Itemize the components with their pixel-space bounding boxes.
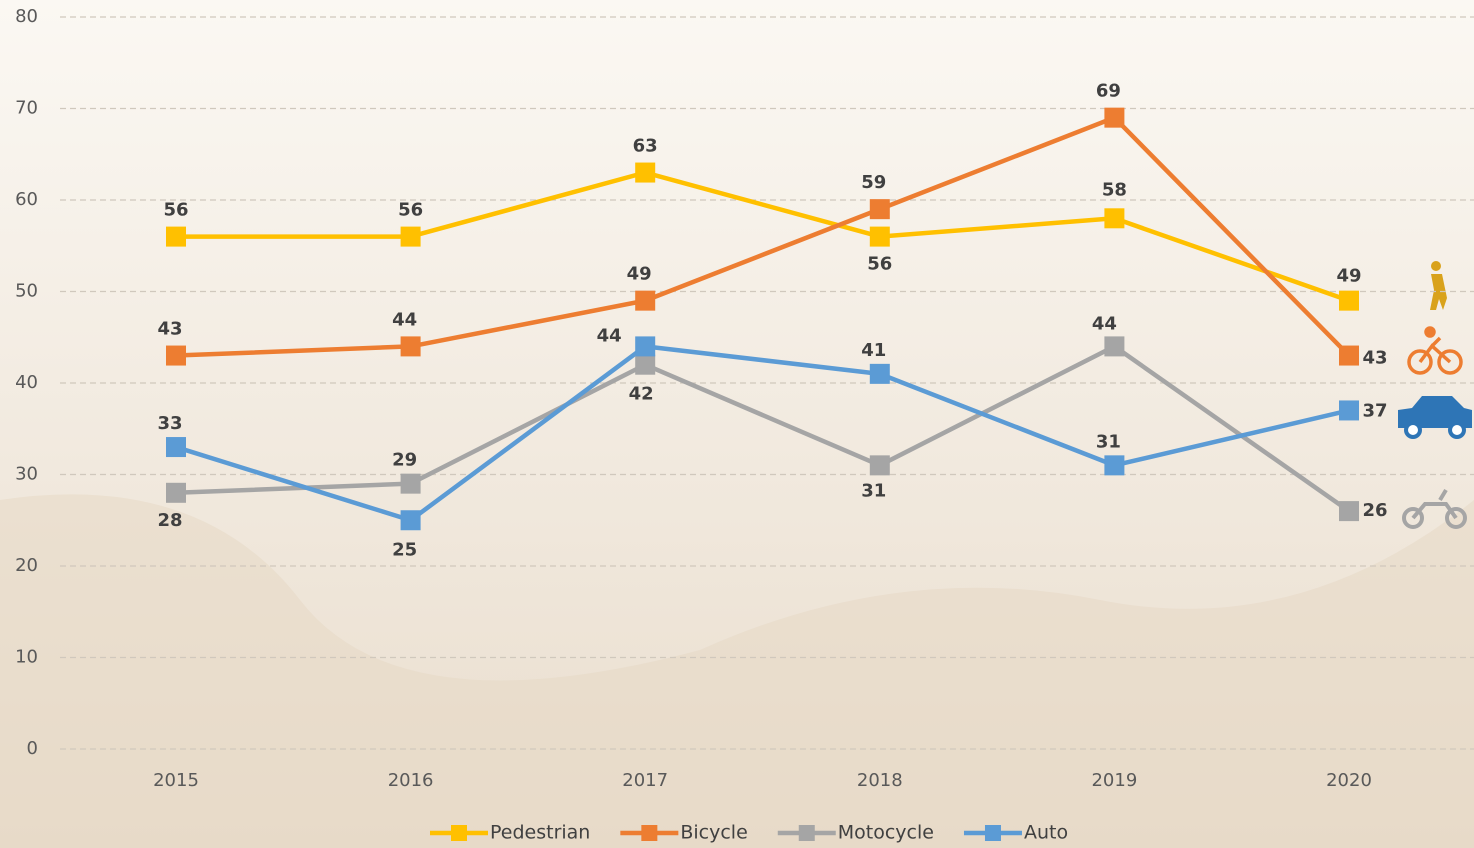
marker	[1104, 336, 1124, 356]
data-label: 44	[597, 325, 622, 346]
data-label: 56	[867, 254, 892, 275]
marker	[870, 364, 890, 384]
marker	[635, 355, 655, 375]
marker	[166, 483, 186, 503]
marker	[401, 474, 421, 494]
legend-marker	[451, 825, 467, 841]
y-tick-label: 10	[15, 647, 38, 668]
data-label: 25	[392, 539, 417, 560]
data-label: 37	[1362, 400, 1387, 421]
data-label: 29	[392, 450, 417, 471]
x-tick-label: 2020	[1326, 770, 1372, 791]
data-label: 49	[1336, 266, 1361, 287]
x-tick-label: 2015	[153, 770, 199, 791]
data-label: 31	[861, 480, 886, 501]
marker	[870, 455, 890, 475]
data-label: 58	[1102, 179, 1127, 200]
data-label: 59	[861, 172, 886, 193]
data-label: 63	[633, 136, 658, 157]
marker	[1104, 455, 1124, 475]
x-tick-label: 2016	[388, 770, 434, 791]
data-label: 43	[1362, 348, 1387, 369]
page: 0 10 20 30 40 50 60 70 80 2015 2016 2017 2018 2019 202…	[0, 0, 1474, 848]
data-label: 44	[1092, 313, 1117, 334]
marker	[870, 227, 890, 247]
marker	[401, 336, 421, 356]
y-tick-label: 50	[15, 281, 38, 302]
y-tick-label: 0	[27, 738, 38, 759]
data-label: 43	[157, 319, 182, 340]
x-tick-label: 2019	[1091, 770, 1137, 791]
marker	[635, 163, 655, 183]
y-tick-label: 60	[15, 189, 38, 210]
marker	[166, 346, 186, 366]
chart: 0 10 20 30 40 50 60 70 80 2015 2016 2017 2018 2019 202…	[0, 0, 1474, 848]
marker	[635, 291, 655, 311]
legend-label: Auto	[1024, 822, 1068, 844]
data-label: 56	[163, 200, 188, 221]
y-tick-label: 20	[15, 555, 38, 576]
marker	[870, 199, 890, 219]
marker	[635, 336, 655, 356]
data-label: 42	[629, 384, 654, 405]
legend-marker	[985, 825, 1001, 841]
marker	[166, 437, 186, 457]
x-tick-label: 2017	[622, 770, 668, 791]
data-label: 28	[157, 510, 182, 531]
marker	[1104, 108, 1124, 128]
marker	[1339, 291, 1359, 311]
marker	[401, 227, 421, 247]
data-label: 56	[398, 200, 423, 221]
data-label: 41	[861, 340, 886, 361]
legend-marker	[641, 825, 657, 841]
marker	[1339, 346, 1359, 366]
y-tick-label: 30	[15, 464, 38, 485]
legend-label: Motocycle	[838, 822, 934, 844]
y-tick-label: 70	[15, 98, 38, 119]
data-label: 69	[1096, 81, 1121, 102]
legend-marker	[799, 825, 815, 841]
legend-label: Bicycle	[680, 822, 747, 844]
x-tick-label: 2018	[857, 770, 903, 791]
marker	[401, 510, 421, 530]
data-label: 44	[392, 309, 417, 330]
data-label: 33	[157, 413, 182, 434]
y-tick-label: 40	[15, 372, 38, 393]
marker	[1339, 501, 1359, 521]
legend-label: Pedestrian	[490, 822, 590, 844]
marker	[1104, 208, 1124, 228]
y-tick-label: 80	[15, 6, 38, 27]
data-label: 49	[627, 264, 652, 285]
data-label: 26	[1362, 500, 1387, 521]
marker	[1339, 400, 1359, 420]
data-label: 31	[1096, 431, 1121, 452]
marker	[166, 227, 186, 247]
